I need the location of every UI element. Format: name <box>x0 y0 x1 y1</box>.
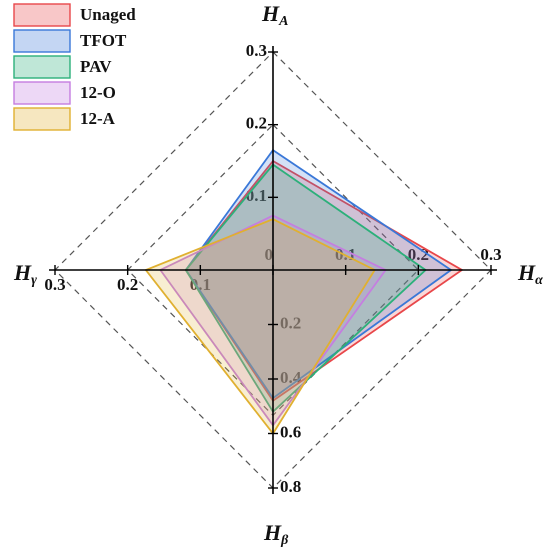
tick-label: 0.3 <box>480 245 501 264</box>
axis-title: Hβ <box>263 520 289 548</box>
axis-title: Hγ <box>13 260 37 288</box>
tick-label: 0.1 <box>335 245 356 264</box>
tick-label: 0.1 <box>190 275 211 294</box>
legend-swatch <box>13 81 71 105</box>
axis-title-main: H <box>263 520 282 545</box>
tick-label: 0.2 <box>280 313 301 332</box>
tick-label: 0.2 <box>117 275 138 294</box>
tick-label: 0.3 <box>44 275 65 294</box>
legend-swatch <box>13 55 71 79</box>
legend-label: PAV <box>80 57 112 76</box>
axis-title-sub: γ <box>31 273 37 288</box>
legend-label: 12-A <box>80 109 116 128</box>
axis-title-sub: β <box>280 533 289 548</box>
legend-swatch <box>13 107 71 131</box>
axis-title: HA <box>261 1 288 29</box>
tick-label: 0.2 <box>408 245 429 264</box>
axis-title-sub: α <box>535 273 543 288</box>
series-layer <box>144 148 464 436</box>
legend-label: 12-O <box>80 83 116 102</box>
axis-title-main: H <box>13 260 32 285</box>
tick-label: 0 <box>265 245 274 264</box>
axis-title-main: H <box>261 1 280 26</box>
legend-swatch <box>13 3 71 27</box>
axis-title-sub: A <box>278 14 288 29</box>
legend-swatch <box>13 29 71 53</box>
axis-title-main: H <box>517 260 536 285</box>
legend-label: TFOT <box>80 31 127 50</box>
tick-label: 0.2 <box>246 114 267 133</box>
tick-label: 0.8 <box>280 477 301 496</box>
axis-title: Hα <box>517 260 543 288</box>
tick-label: 0.6 <box>280 422 301 441</box>
tick-label: 0.3 <box>246 41 267 60</box>
legend-label: Unaged <box>80 5 136 24</box>
